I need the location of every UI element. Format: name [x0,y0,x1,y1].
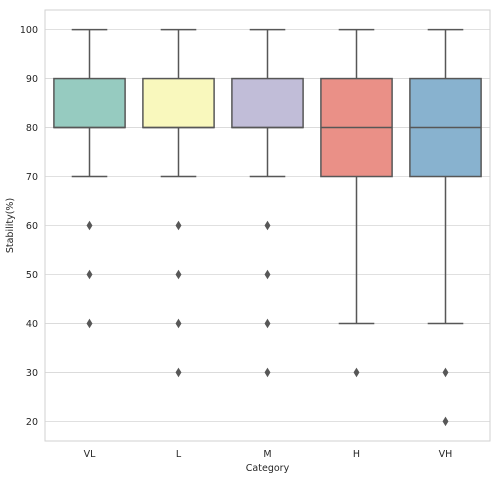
box-vh [409,28,482,427]
y-tick-label: 100 [20,25,38,36]
y-axis-label: Stability(%) [5,198,16,253]
y-tick-labels: 20 30 40 50 60 70 80 90 100 [20,25,38,428]
y-tick-label: 40 [26,319,38,330]
x-tick-label: VL [84,449,96,460]
outlier-point [442,416,449,427]
x-tick-label: L [176,449,182,460]
box-m [231,28,304,378]
outlier-point [175,269,182,280]
outlier-point [175,367,182,378]
outlier-point [175,318,182,329]
y-tick-label: 70 [26,172,38,183]
outlier-point [264,269,271,280]
box-h [320,28,393,378]
plot-frame [44,9,491,442]
boxes [53,28,482,427]
x-tick-labels: VL L M H VH [84,449,453,460]
outlier-point [86,220,93,231]
box-body [53,77,126,129]
outlier-point [442,367,449,378]
x-axis-label: Category [246,463,290,474]
outlier-point [86,318,93,329]
box-vl [53,28,126,329]
y-tick-label: 80 [26,123,38,134]
outlier-point [86,269,93,280]
outlier-point [264,367,271,378]
y-tick-label: 50 [26,270,38,281]
x-tick-label: H [353,449,360,460]
x-tick-label: VH [439,449,453,460]
outlier-point [264,220,271,231]
box-body [231,77,304,129]
y-tick-label: 90 [26,74,38,85]
y-tick-label: 20 [26,417,38,428]
box-l [142,28,215,378]
y-tick-label: 30 [26,368,38,379]
outlier-point [175,220,182,231]
outlier-point [353,367,360,378]
box-body [142,77,215,129]
outlier-point [264,318,271,329]
y-tick-label: 60 [26,221,38,232]
x-tick-label: M [263,449,271,460]
